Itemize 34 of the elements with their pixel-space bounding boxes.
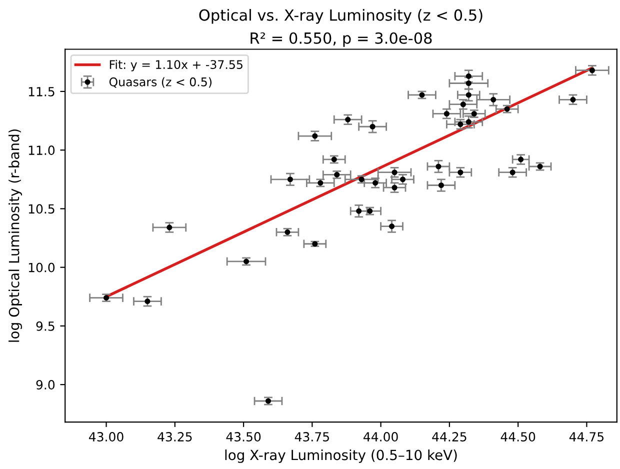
legend-label: Fit: y = 1.10x + -37.55	[110, 60, 242, 72]
y-tick-label: 11.0	[28, 146, 55, 156]
y-tick-label: 10.5	[28, 204, 54, 214]
y-tick-label: 11.5	[28, 87, 54, 96]
x-tick-label: 44.50	[500, 432, 536, 442]
x-tick-label: 43.25	[158, 432, 192, 442]
point	[466, 73, 472, 79]
x-tick-label: 43.00	[89, 432, 124, 442]
legend-label: Quasars (z < 0.5)	[109, 77, 212, 88]
x-axis-title: log X-ray Luminosity (0.5–10 keV)	[225, 449, 457, 463]
point	[438, 182, 444, 188]
x-tick-label: 43.75	[294, 432, 329, 442]
point	[104, 295, 110, 301]
y-axis-title: log Optical Luminosity (r-band)	[8, 129, 22, 342]
x-tick-label: 44.75	[569, 432, 604, 442]
y-tick-label: 9.0	[36, 380, 55, 390]
x-tick-label: 44.25	[432, 432, 466, 442]
chart-subtitle: R² = 0.550, p = 3.0e-08	[250, 32, 432, 47]
point	[287, 176, 293, 182]
point	[244, 258, 250, 264]
x-tick-label: 43.50	[226, 432, 261, 442]
point	[466, 119, 472, 125]
point	[389, 224, 395, 230]
y-tick-label: 10.0	[28, 262, 55, 272]
point	[265, 398, 272, 404]
point	[589, 68, 595, 74]
point	[466, 92, 472, 98]
x-tick-label: 44.00	[364, 432, 398, 442]
point	[436, 164, 442, 170]
chart-title: Optical vs. X-ray Luminosity (z < 0.5)	[199, 9, 482, 24]
point	[466, 80, 472, 86]
point	[490, 96, 496, 102]
point	[370, 124, 376, 130]
y-tick-label: 9.5	[36, 321, 54, 331]
